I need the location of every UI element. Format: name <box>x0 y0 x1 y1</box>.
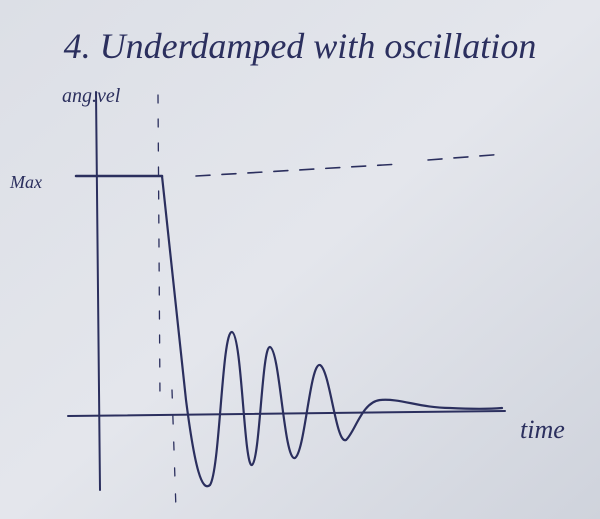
y-axis-label: ang.vel <box>62 85 121 107</box>
x-axis <box>67 410 506 417</box>
y-axis <box>95 91 101 491</box>
max-dashed <box>195 153 506 177</box>
x-axis-label: time <box>520 415 565 444</box>
dashed-vertical <box>157 94 161 401</box>
title: 4. Underdamped with oscillation <box>64 26 537 66</box>
response-curve <box>160 174 504 488</box>
max-label: Max <box>9 172 42 192</box>
dashed-vertical <box>171 389 177 511</box>
